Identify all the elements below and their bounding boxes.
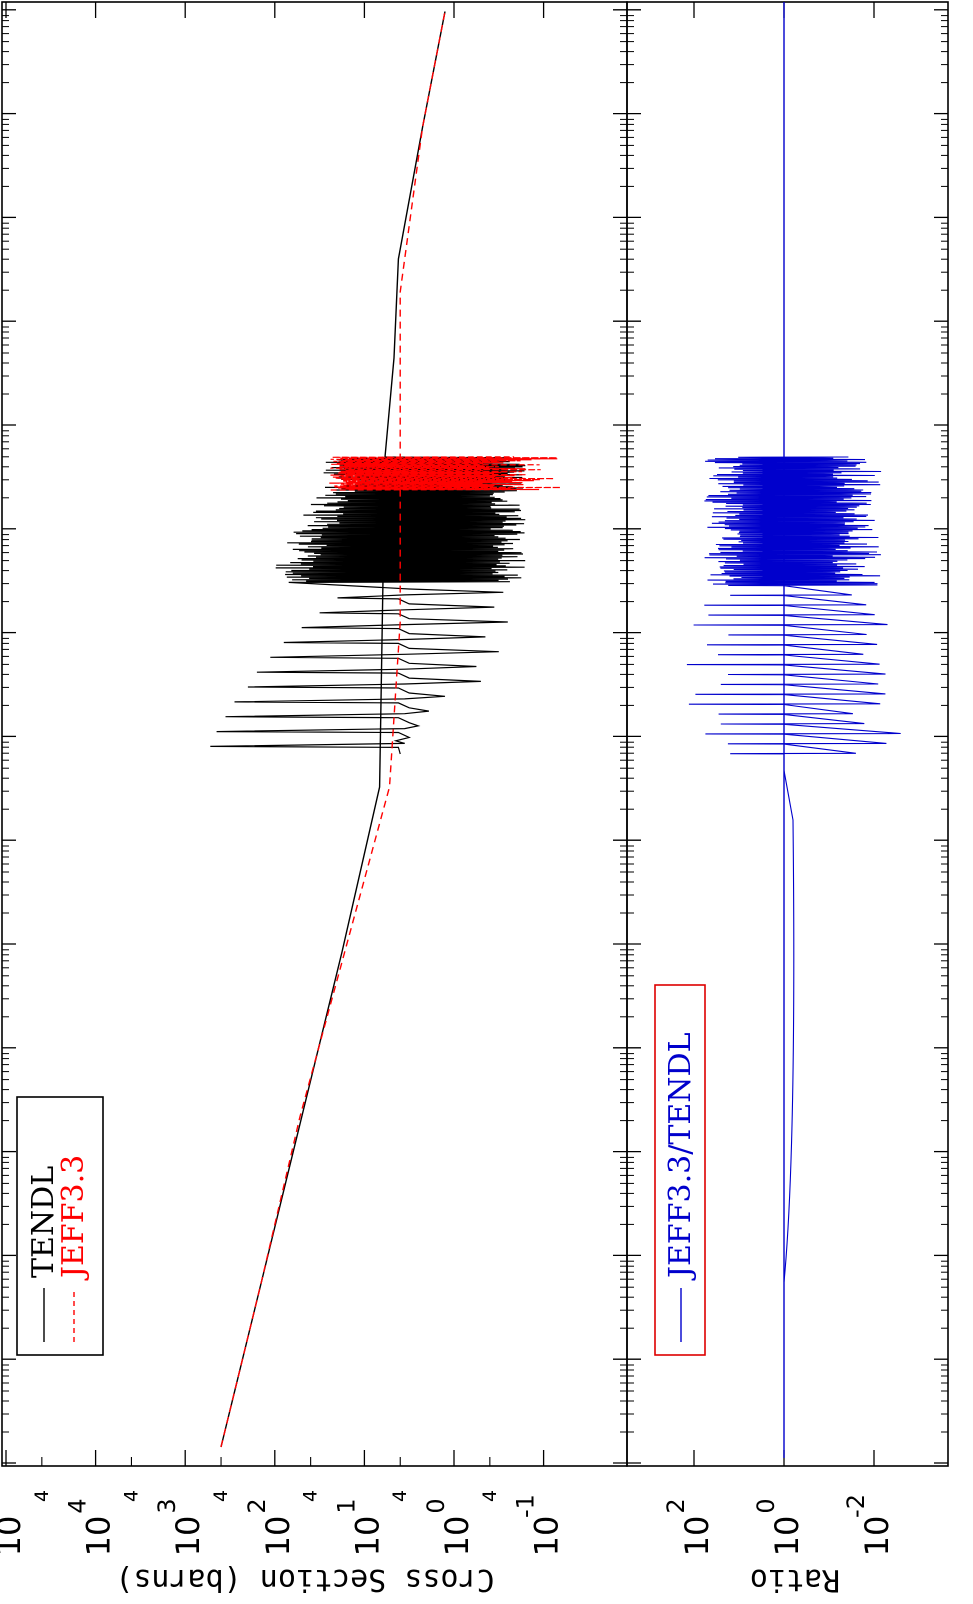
series-jeff33-smooth xyxy=(220,11,446,1448)
y-tick-exponent-ratio: 2 xyxy=(662,1498,690,1513)
series-ratio-resonances xyxy=(686,456,901,755)
legend-label-tendl: TENDL xyxy=(26,1166,61,1278)
y-tick-label-cross-section: 10 xyxy=(528,1516,566,1557)
y-tick-label-cross-section: 10 xyxy=(169,1516,207,1557)
y-tick-label-ratio: 10 xyxy=(768,1516,806,1557)
y-tick-exponent-cross-section: 2 xyxy=(243,1498,271,1513)
series-jeff33-resonances xyxy=(329,456,561,491)
y-minor-tick-label: 4 xyxy=(479,1490,501,1502)
y-tick-label-cross-section: 10 xyxy=(0,1516,28,1557)
y-minor-tick-label: 4 xyxy=(210,1490,232,1502)
y-tick-label-cross-section: 10 xyxy=(80,1516,118,1557)
y-tick-label-cross-section: 10 xyxy=(438,1516,476,1557)
y-tick-exponent-cross-section: 1 xyxy=(332,1498,360,1513)
y-tick-exponent-cross-section: 0 xyxy=(422,1498,450,1513)
series-tendl-resonances xyxy=(210,456,526,755)
legend-frame-ratio xyxy=(654,984,706,1356)
y-tick-label-ratio: 10 xyxy=(858,1516,896,1557)
y-tick-label-cross-section: 10 xyxy=(259,1516,297,1557)
y-minor-tick-label: 4 xyxy=(300,1490,322,1502)
legend-label-ratio: JEFF3.3/TENDL xyxy=(663,1032,698,1281)
series-tendl-smooth xyxy=(220,11,446,1448)
frame-ratio xyxy=(626,1,949,1467)
y-tick-exponent-cross-section: -1 xyxy=(512,1494,540,1518)
y-minor-tick-label: 4 xyxy=(31,1490,53,1502)
y-axis-title-cross-section: Cross Section (barns) xyxy=(115,1562,494,1597)
legend-cross-section: TENDL JEFF3.3 xyxy=(16,1096,104,1356)
y-tick-exponent-ratio: 0 xyxy=(752,1498,780,1513)
y-tick-exponent-ratio: -2 xyxy=(842,1494,870,1518)
y-tick-exponent-cross-section: 4 xyxy=(64,1498,92,1513)
y-tick-exponent-cross-section: 3 xyxy=(153,1498,181,1513)
legend-ratio: JEFF3.3/TENDL xyxy=(654,984,706,1356)
legend-frame-cross-section xyxy=(16,1096,104,1356)
y-axis-title-ratio: Ratio xyxy=(750,1562,840,1597)
legend-label-jeff: JEFF3.3 xyxy=(56,1155,91,1281)
y-tick-label-cross-section: 10 xyxy=(348,1516,386,1557)
series-ratio-deviation xyxy=(783,770,795,1283)
y-tick-label-ratio: 10 xyxy=(678,1516,716,1557)
y-minor-tick-label: 4 xyxy=(389,1490,411,1502)
y-minor-tick-label: 4 xyxy=(120,1490,142,1502)
y-tick-exponent-cross-section: 5 xyxy=(0,1498,2,1513)
